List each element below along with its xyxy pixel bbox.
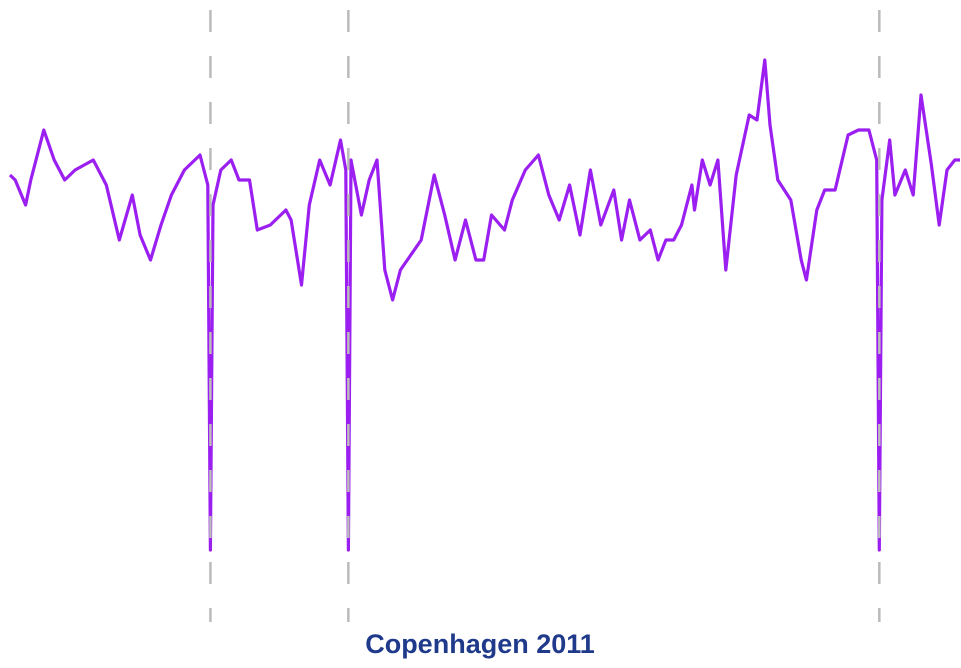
data-line (8, 58, 960, 552)
chart-title: Copenhagen 2011 (365, 629, 595, 659)
